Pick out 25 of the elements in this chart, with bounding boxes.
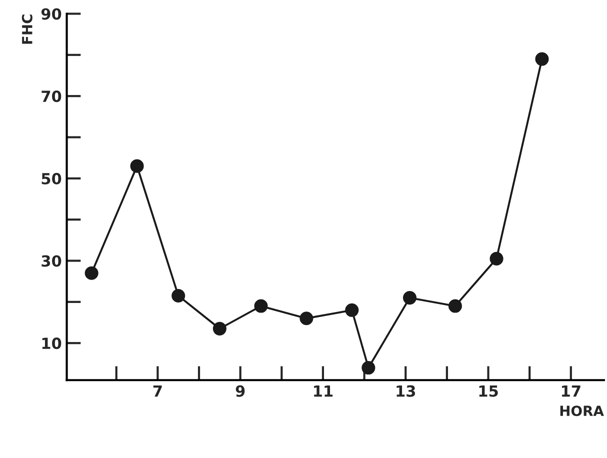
x-tick-label: 15 bbox=[479, 385, 498, 397]
point bbox=[345, 303, 359, 317]
point bbox=[172, 288, 186, 303]
y-tick-label: 10 bbox=[42, 338, 62, 350]
point bbox=[535, 52, 549, 66]
y-tick-label: 90 bbox=[41, 8, 62, 20]
x-tick-label: 13 bbox=[396, 385, 416, 397]
y-tick-label: 30 bbox=[42, 255, 62, 267]
point bbox=[448, 299, 462, 313]
point bbox=[212, 322, 226, 336]
x-tick-label: 17 bbox=[562, 385, 580, 397]
point bbox=[84, 266, 98, 280]
x-axis-title: HORA bbox=[560, 406, 604, 416]
y-axis-title: FHC bbox=[22, 14, 32, 44]
y-tick-label: 70 bbox=[42, 90, 62, 102]
point bbox=[402, 291, 417, 305]
point bbox=[130, 159, 144, 173]
point bbox=[254, 299, 268, 313]
point bbox=[362, 361, 376, 375]
x-tick-label: 11 bbox=[314, 385, 333, 397]
x-tick-label: 7 bbox=[153, 385, 162, 397]
x-tick-label: 9 bbox=[236, 385, 245, 397]
y-tick-label: 50 bbox=[42, 172, 62, 184]
point bbox=[300, 312, 314, 326]
point bbox=[490, 252, 504, 266]
